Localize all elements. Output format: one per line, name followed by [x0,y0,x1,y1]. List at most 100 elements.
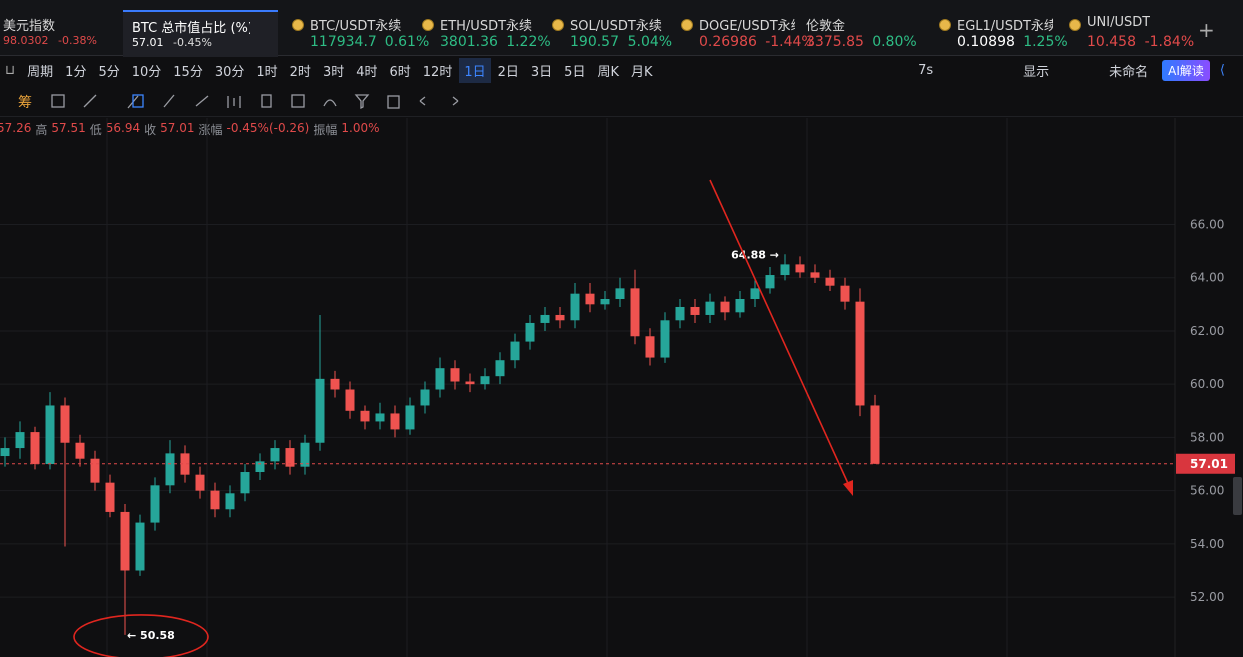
tab[interactable]: ETH/USDT永续 3801.36 1.22% [418,10,551,55]
candle-body [480,376,490,385]
tab[interactable]: BTC 总市值占比 (%) 57.01 -0.45% [123,10,278,57]
candle-body [0,448,10,457]
period[interactable]: 3日 [530,65,553,80]
candle-body [690,306,700,315]
candle-body [255,461,265,473]
tab[interactable]: 伦敦金 3375.85 0.80% [806,10,931,55]
tab[interactable]: UNI/USDT 10.458 -1.84% [1065,10,1194,55]
candle-body [720,301,730,313]
info-key: 振幅 [313,123,338,137]
candle-body [390,413,400,430]
period[interactable]: 月K [630,65,653,80]
candle-body [765,275,775,289]
tab[interactable]: DOGE/USDT永续 0.26986 -1.44% [677,10,815,55]
candle-body [300,442,310,467]
tab-price: 0.26986 [699,34,757,50]
candle-body [420,389,430,406]
candle-body [540,314,550,323]
candle-body [405,405,415,430]
candle-body [330,378,340,390]
candle-body [450,368,460,382]
candle-body [375,413,385,422]
timer: 7s [918,63,934,78]
candle-body [285,448,295,467]
display-button[interactable]: 显示 [1023,65,1050,80]
coin-icon [422,19,434,31]
candle-body [570,293,580,321]
candle-body [555,314,565,321]
candle-body [645,336,655,358]
tab[interactable]: SOL/USDT永续 190.57 5.04% [548,10,673,55]
tab-name: SOL/USDT永续 [570,19,662,34]
period[interactable]: 6时 [389,65,411,80]
candle-body [495,360,505,377]
info-key: 低 [89,123,102,137]
period[interactable]: 5分 [98,65,120,80]
add-tab[interactable]: + [1198,18,1215,42]
ai-button[interactable]: AI解读 [1162,60,1210,81]
period[interactable]: 4时 [356,65,378,80]
period[interactable]: 2日 [497,65,519,80]
tab[interactable]: EGL1/USDT永续 0.10898 1.25% [935,10,1068,55]
max-label: 64.88 → [731,248,779,261]
period[interactable]: 15分 [173,65,203,80]
tab-price: 98.0302 [3,34,49,47]
tab-change: -0.38% [58,34,97,47]
period[interactable]: 1分 [65,65,87,80]
y-tick-label: 54.00 [1190,537,1224,551]
period[interactable]: 3时 [322,65,345,80]
info-value: -0.45%(-0.26) [226,121,310,135]
candle-body [855,301,865,406]
coin-icon [292,19,304,31]
tab-name: DOGE/USDT永续 [699,19,795,34]
candle-body [15,432,25,449]
candle-body [75,442,85,459]
candle-body [600,298,610,305]
tab-change: -0.45% [173,36,212,49]
min-label: ← 50.58 [127,629,175,642]
highlight-circle [73,614,209,657]
tab-change: 0.61% [384,34,430,50]
tab-price: 3375.85 [806,34,864,50]
tab[interactable]: BTC/USDT永续 117934.7 0.61% [288,10,429,55]
share-icon[interactable]: ⟨ [1219,63,1225,78]
tool-icons [51,94,459,110]
period[interactable]: 30分 [214,65,245,80]
period[interactable]: 5日 [564,65,586,80]
period[interactable]: 周期 [27,65,54,80]
layout-name[interactable]: 未命名 [1109,65,1149,80]
tab-change: -1.84% [1144,34,1195,50]
info-value: 57.51 [51,121,86,135]
period[interactable]: 12时 [422,65,453,80]
tab-change: 0.80% [872,34,917,50]
coin-icon [1069,19,1081,31]
info-value: 56.94 [105,121,141,135]
candle-body [825,277,835,286]
candle-body [615,288,625,299]
tab-change: -1.44% [765,34,815,50]
period[interactable]: 2时 [289,65,311,80]
tab[interactable]: 美元指数 98.0302 -0.38% [3,10,128,55]
info-value: 57.26 [0,121,32,135]
candle-body [165,453,175,486]
candle-body [210,490,220,510]
period[interactable]: 1日 [459,58,491,83]
candle-body [315,378,325,443]
period[interactable]: 10分 [131,65,162,80]
period[interactable]: 周K [597,65,619,80]
menu-icon: ⊔ [5,63,16,78]
tab-price: 117934.7 [310,34,377,50]
tab-name: BTC/USDT永续 [310,19,402,34]
period[interactable]: 1时 [256,65,278,80]
last-price-label: 57.01 [1190,457,1228,471]
y-tick-label: 66.00 [1190,217,1224,231]
last-price-tag [1176,453,1235,474]
tab-name: 伦敦金 [806,19,846,34]
trend-arrow [709,179,852,491]
tab-price: 3801.36 [440,34,498,50]
tool-label[interactable]: 筹 [18,95,32,111]
candle-body [525,322,535,342]
info-key: 涨幅 [198,123,223,137]
candle-body [45,405,55,465]
